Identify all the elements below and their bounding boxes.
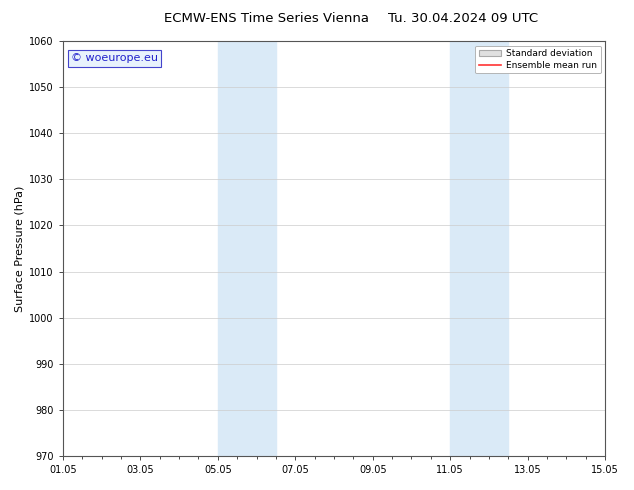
- Legend: Standard deviation, Ensemble mean run: Standard deviation, Ensemble mean run: [476, 46, 600, 74]
- Text: © woeurope.eu: © woeurope.eu: [71, 53, 158, 64]
- Y-axis label: Surface Pressure (hPa): Surface Pressure (hPa): [15, 185, 25, 312]
- Bar: [450, 41, 508, 456]
- Bar: [217, 41, 276, 456]
- Text: ECMW-ENS Time Series Vienna: ECMW-ENS Time Series Vienna: [164, 12, 369, 25]
- Text: Tu. 30.04.2024 09 UTC: Tu. 30.04.2024 09 UTC: [388, 12, 538, 25]
